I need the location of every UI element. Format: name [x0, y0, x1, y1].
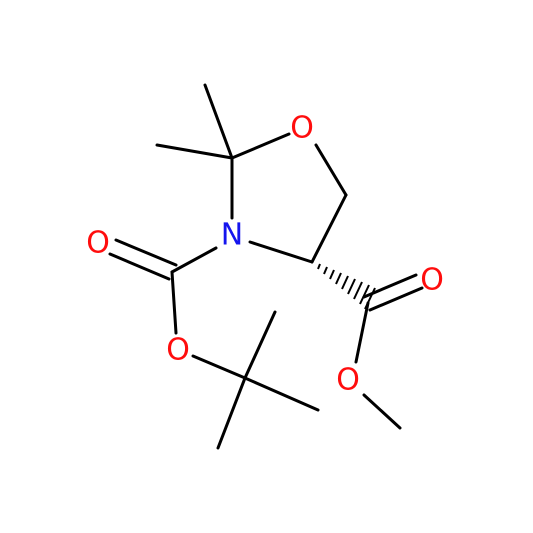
bond: [230, 132, 291, 160]
hashed-wedge: [311, 260, 376, 310]
bond: [314, 143, 348, 197]
bond: [368, 286, 424, 312]
atom-label: N: [221, 218, 243, 253]
atom-label: O: [420, 263, 444, 298]
atom-label: O: [336, 363, 360, 398]
hash: [341, 275, 349, 290]
hash: [359, 284, 370, 305]
bonds: [108, 83, 424, 450]
bond: [170, 270, 178, 335]
bond: [170, 246, 218, 274]
hash: [364, 287, 376, 310]
bond: [248, 240, 314, 264]
atom-label: O: [166, 333, 190, 368]
hash: [311, 260, 314, 263]
bond: [243, 376, 320, 412]
bond: [216, 376, 247, 450]
bond: [155, 143, 234, 160]
hash: [323, 266, 328, 275]
bond: [114, 238, 178, 267]
hash: [353, 281, 363, 300]
hash: [317, 263, 321, 270]
hash: [347, 278, 356, 295]
hash: [335, 272, 342, 285]
hash: [329, 269, 335, 280]
atom-labels: O N O O O O: [86, 111, 444, 398]
bond: [203, 83, 234, 160]
bond: [243, 310, 277, 380]
atom-label: O: [290, 111, 314, 146]
atom-label: O: [86, 226, 110, 261]
bond: [362, 393, 402, 430]
bond: [354, 301, 370, 364]
bond: [108, 252, 171, 281]
bond: [191, 354, 247, 380]
bond: [310, 193, 348, 264]
